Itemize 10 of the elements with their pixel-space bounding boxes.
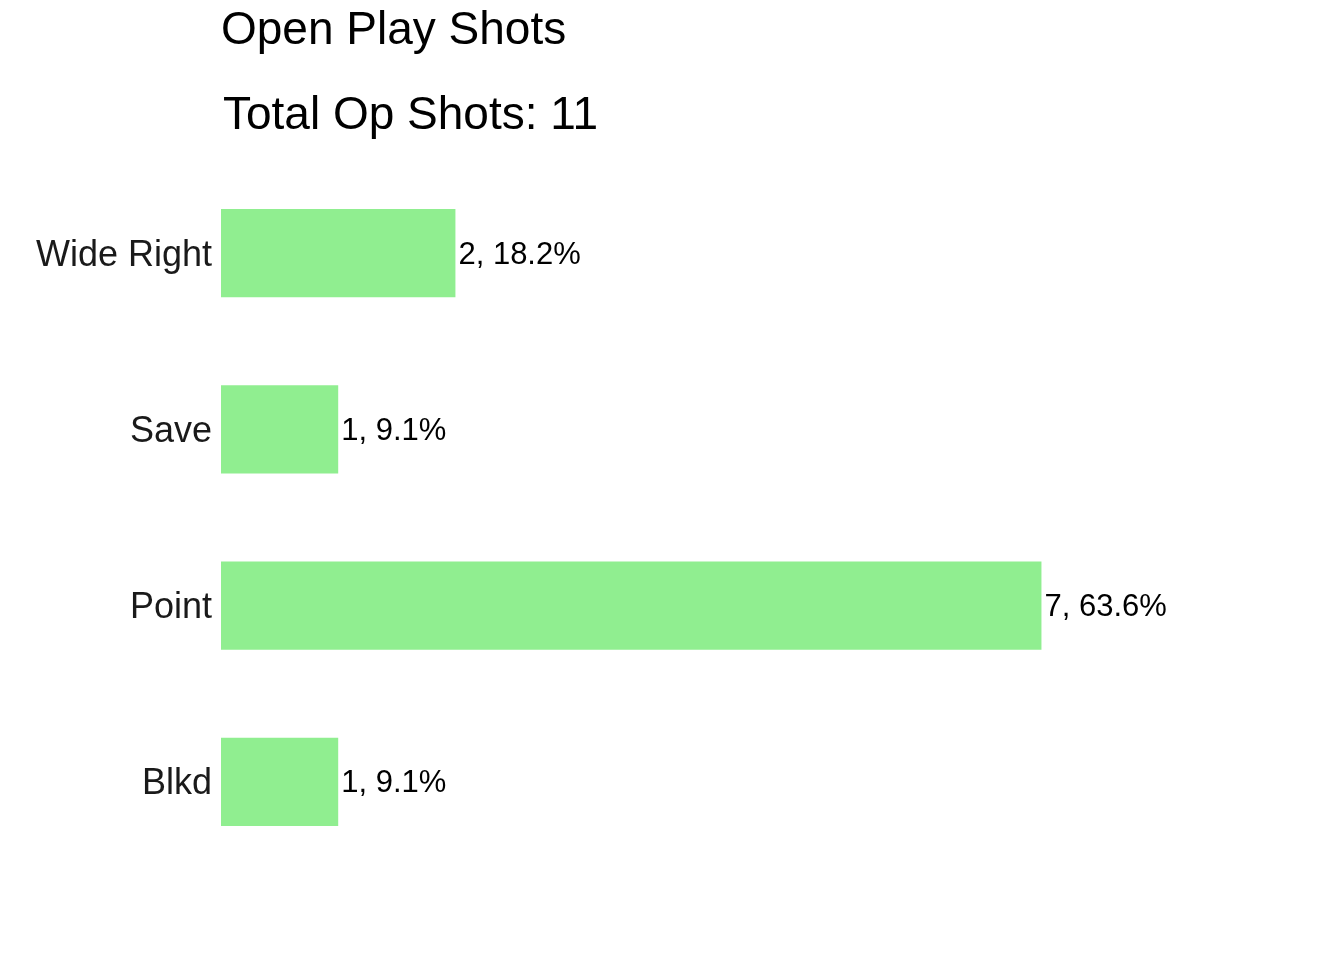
y-tick-label: Blkd [141, 761, 212, 803]
y-tick-label: Point [129, 585, 212, 627]
chart-subtitle: Total Op Shots: 11 [223, 87, 599, 139]
y-tick-label: Wide Right [35, 232, 212, 274]
y-tick-label: Save [129, 408, 212, 450]
data-label: 1, 9.1% [341, 764, 447, 800]
data-label: 2, 18.2% [458, 235, 581, 271]
data-label: 1, 9.1% [341, 411, 447, 447]
chart-title: Open Play Shots [221, 2, 567, 55]
data-label: 7, 63.6% [1044, 588, 1167, 624]
